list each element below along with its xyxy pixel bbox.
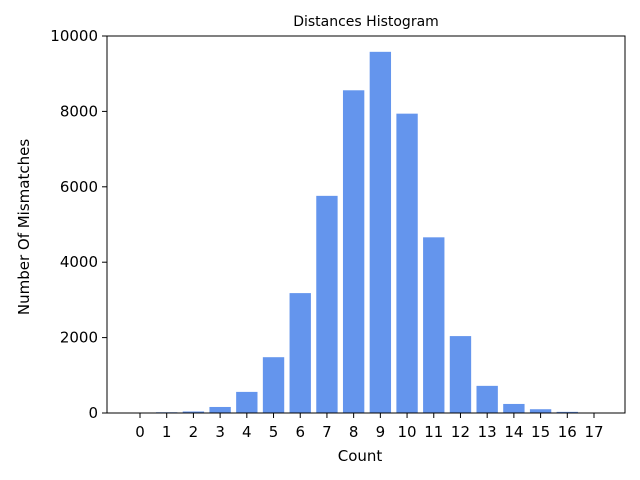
x-axis-label: Count [338,447,383,465]
x-tick-label: 7 [322,423,332,441]
x-tick-label: 15 [531,423,550,441]
y-axis-label: Number Of Mismatches [15,139,33,315]
x-tick-label: 2 [189,423,199,441]
x-tick-label: 17 [584,423,603,441]
x-tick-label: 1 [162,423,172,441]
plot-border [106,35,626,414]
x-tick-label: 6 [295,423,305,441]
bar-4 [236,391,258,413]
y-axis-ticks: 0 2000 4000 6000 8000 10000 [50,27,107,422]
plot-frame [106,35,626,414]
bar-5 [262,357,285,413]
bar-10 [396,113,418,413]
bars-group [129,51,605,413]
x-tick-label: 12 [451,423,470,441]
y-tick-label: 0 [88,404,98,422]
x-tick-label: 3 [215,423,225,441]
bar-2 [182,411,205,413]
x-tick-label: 8 [349,423,359,441]
x-tick-label: 13 [478,423,497,441]
x-axis-ticks: 0 1 2 3 4 5 6 7 8 9 10 11 12 13 14 15 16 17 [135,413,604,441]
bar-3 [209,406,231,413]
bar-13 [476,385,498,413]
bar-9 [369,51,392,413]
y-tick-label: 6000 [60,178,98,196]
x-tick-label: 14 [504,423,523,441]
y-tick-label: 8000 [60,102,98,120]
bar-8 [342,90,365,413]
x-tick-label: 0 [135,423,145,441]
chart-title: Distances Histogram [293,14,439,30]
bar-16 [556,411,578,413]
bar-12 [449,336,472,413]
bar-6 [289,293,311,413]
x-tick-label: 11 [424,423,443,441]
bar-15 [529,409,552,413]
bar-14 [503,403,525,413]
bar-7 [316,195,338,413]
x-tick-label: 10 [398,423,417,441]
y-tick-label: 4000 [60,253,98,271]
x-tick-label: 5 [269,423,279,441]
x-tick-label: 9 [376,423,386,441]
x-tick-label: 4 [242,423,252,441]
x-tick-label: 16 [558,423,577,441]
y-tick-label: 2000 [60,329,98,347]
y-tick-label: 10000 [50,27,98,45]
bar-11 [423,237,445,413]
